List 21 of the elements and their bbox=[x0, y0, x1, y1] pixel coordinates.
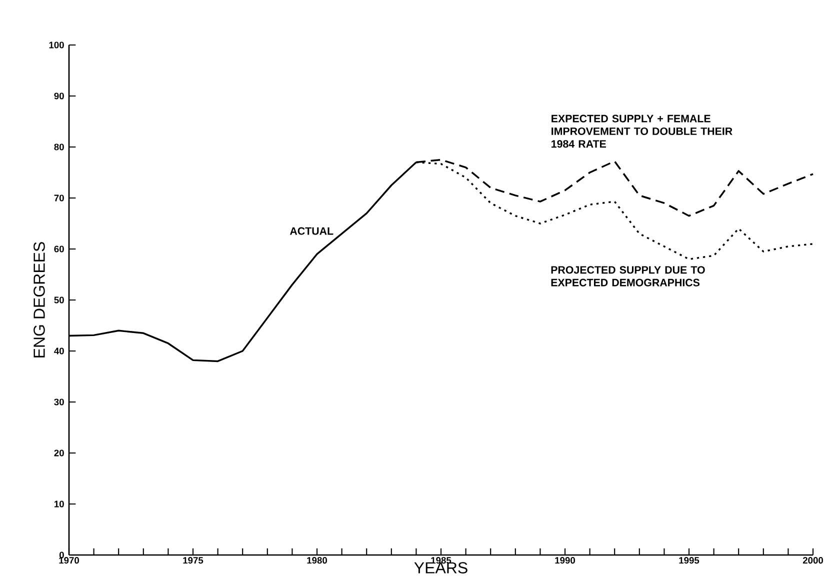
series-label: PROJECTED SUPPLY DUE TO EXPECTED DEMOGRAPHICS bbox=[551, 266, 705, 286]
y-tick-label: 60 bbox=[54, 246, 64, 252]
x-tick-label: 1990 bbox=[555, 557, 576, 564]
y-tick-label: 40 bbox=[54, 348, 64, 354]
y-tick-label: 10 bbox=[54, 500, 64, 508]
text: EXPECTED SUPPLY + FEMALE IMPROVEMENT TO DOUBLE THEIR 1984 RATE bbox=[552, 114, 732, 148]
series-label: ACTUAL bbox=[290, 227, 334, 235]
y-tick-label: 100 bbox=[49, 42, 64, 48]
y-tick-label: 20 bbox=[54, 450, 64, 456]
x-tick-label: 1980 bbox=[307, 557, 327, 564]
y-tick-label: 30 bbox=[54, 398, 64, 406]
y-tick-label: 90 bbox=[54, 92, 64, 100]
x-tick-label: 2000 bbox=[802, 557, 824, 564]
x-axis-title: YEARS bbox=[414, 562, 468, 574]
y-tick-label: 70 bbox=[54, 194, 64, 202]
y-tick-label: 50 bbox=[54, 296, 64, 304]
x-tick-label: 1970 bbox=[59, 557, 79, 564]
y-tick-label: 80 bbox=[54, 144, 64, 150]
y-axis-title: ENG DEGREES bbox=[34, 242, 45, 358]
x-tick-label: 1995 bbox=[679, 557, 700, 564]
x-tick-label: 1975 bbox=[183, 557, 204, 564]
